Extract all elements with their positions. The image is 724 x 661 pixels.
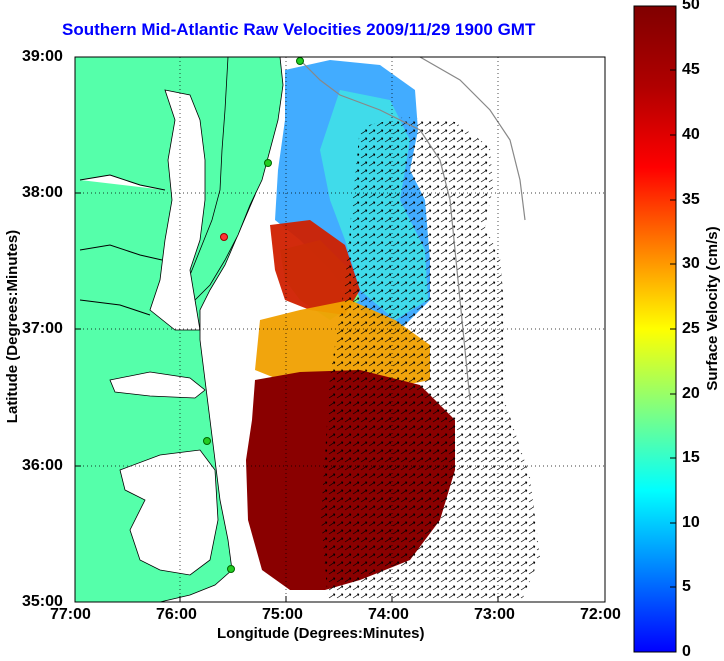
river-rappahannock: [79, 244, 163, 261]
y-tick-label: 38:00: [22, 184, 63, 201]
x-tick-label: 73:00: [474, 606, 515, 623]
y-tick-label: 35:00: [22, 593, 63, 610]
tick-marks: [75, 192, 499, 602]
x-axis-label: Longitude (Degrees:Minutes): [217, 625, 425, 642]
albemarle-sound: [109, 371, 206, 399]
delmarva-peninsula: [187, 57, 284, 301]
radar-station: [296, 57, 304, 65]
y-tick-label: 39:00: [22, 48, 63, 65]
map-title: Southern Mid-Atlantic Raw Velocities 200…: [62, 20, 536, 39]
river-potomac: [79, 174, 166, 191]
colorbar-tick-label: 20: [682, 385, 700, 402]
colorbar-tick-label: 50: [682, 0, 700, 13]
y-tick-label: 37:00: [22, 320, 63, 337]
radar-station: [203, 437, 211, 445]
colorbar-tick-label: 45: [682, 61, 700, 78]
bathymetry-contour: [299, 59, 471, 401]
colorbar-ticks: [670, 69, 676, 588]
x-tick-label: 76:00: [156, 606, 197, 623]
radar-station: [264, 159, 272, 167]
radar-station: [220, 233, 228, 241]
colorbar-tick-label: 15: [682, 449, 700, 466]
colorbar-tick-label: 5: [682, 578, 691, 595]
x-tick-label: 75:00: [262, 606, 303, 623]
x-tick-label: 77:00: [50, 606, 91, 623]
y-axis-label: Latitude (Degrees:Minutes): [4, 229, 21, 424]
y-tick-label: 36:00: [22, 457, 63, 474]
colorbar-tick-label: 25: [682, 320, 700, 337]
colorbar-label: Surface Velocity (cm/s): [704, 226, 721, 391]
colorbar-tick-label: 0: [682, 643, 691, 660]
colorbar-tick-label: 40: [682, 126, 700, 143]
velocity-zone-red: [270, 220, 360, 315]
colorbar: [633, 5, 677, 653]
radar-station: [227, 565, 235, 573]
river-james: [79, 299, 151, 316]
colorbar-tick-label: 30: [682, 255, 700, 272]
pamlico-sound: [119, 449, 219, 576]
colorbar-tick-label: 35: [682, 191, 700, 208]
grid-lines: [75, 57, 605, 602]
bathymetry-contour-outer: [419, 57, 526, 221]
colorbar-tick-label: 10: [682, 514, 700, 531]
chesapeake-bay: [149, 89, 206, 331]
x-tick-label: 72:00: [580, 606, 621, 623]
x-tick-label: 74:00: [368, 606, 409, 623]
